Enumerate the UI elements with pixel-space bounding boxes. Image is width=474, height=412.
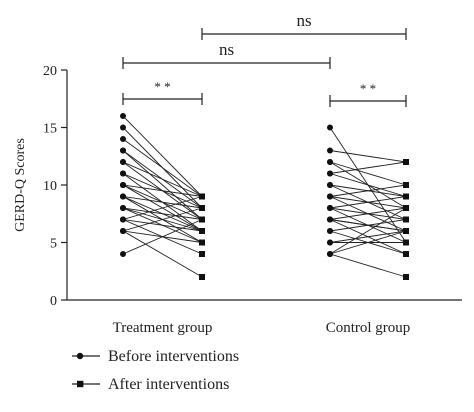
- pair-line: [122, 207, 203, 232]
- before-point: [120, 170, 126, 177]
- before-point: [120, 228, 126, 234]
- after-point: [199, 239, 205, 246]
- pair-line: [122, 138, 203, 197]
- legend-label: After interventions: [108, 376, 229, 393]
- pair-line: [329, 253, 407, 278]
- pair-line: [329, 173, 407, 197]
- pair-line: [329, 196, 407, 209]
- pair-line: [122, 219, 203, 255]
- significance-brackets: * * * * ns ns: [122, 11, 407, 107]
- pair-line: [122, 207, 203, 220]
- before-point: [120, 136, 126, 142]
- y-tick-label: 0: [50, 294, 57, 309]
- before-point: [120, 113, 126, 119]
- pair-line: [329, 161, 407, 174]
- pair-line: [329, 184, 407, 197]
- x-tick-label: Control group: [326, 320, 411, 336]
- pair-line: [329, 150, 407, 163]
- after-point: [403, 205, 409, 211]
- x-tick-label: Treatment group: [113, 320, 213, 336]
- after-point: [403, 159, 409, 165]
- after-point: [403, 274, 409, 280]
- before-point: [327, 205, 333, 211]
- after-point: [199, 216, 205, 223]
- significance-label: ns: [296, 11, 311, 30]
- after-point: [403, 182, 409, 188]
- after-point: [199, 228, 205, 234]
- y-axis-label: GERD-Q Scores: [13, 138, 28, 232]
- before-point: [327, 124, 333, 131]
- y-tick-label: 5: [50, 237, 57, 252]
- legend: Before interventions After interventions: [72, 348, 239, 393]
- y-tick-label: 10: [43, 179, 57, 194]
- significance-label: * *: [154, 79, 170, 94]
- pair-line: [329, 207, 407, 255]
- after-point: [403, 239, 409, 246]
- before-point: [120, 251, 126, 257]
- before-point: [327, 193, 333, 200]
- before-point: [120, 182, 126, 188]
- legend-square-marker: [77, 380, 84, 388]
- significance-label: * *: [360, 81, 376, 96]
- after-point: [403, 228, 409, 234]
- before-point: [327, 170, 333, 177]
- y-ticks: 0 5 10 15 20: [43, 64, 67, 309]
- before-point: [120, 216, 126, 223]
- pair-line: [329, 230, 407, 243]
- pair-line: [329, 161, 407, 186]
- pair-line: [122, 230, 203, 278]
- pair-lines: [122, 115, 407, 278]
- pair-line: [122, 196, 203, 209]
- after-point: [199, 205, 205, 211]
- pair-line: [122, 115, 203, 197]
- pair-line: [122, 161, 203, 197]
- after-point: [199, 274, 205, 280]
- before-point: [327, 159, 333, 165]
- before-point: [120, 124, 126, 131]
- pair-line: [122, 196, 203, 220]
- before-point: [327, 251, 333, 257]
- x-tick-labels: Treatment group Control group: [113, 320, 411, 336]
- before-point: [120, 205, 126, 211]
- before-point: [120, 193, 126, 200]
- after-point: [199, 193, 205, 200]
- before-point: [327, 182, 333, 188]
- before-point: [327, 147, 333, 154]
- after-point: [199, 251, 205, 257]
- pair-line: [329, 207, 407, 220]
- legend-circle-marker: [76, 352, 84, 360]
- markers: [120, 113, 409, 280]
- significance-label: ns: [219, 40, 234, 59]
- pair-line: [329, 230, 407, 255]
- pair-line: [122, 184, 203, 197]
- pair-line: [329, 219, 407, 232]
- pair-line: [122, 150, 203, 220]
- after-point: [403, 216, 409, 223]
- after-point: [403, 251, 409, 257]
- before-point: [327, 216, 333, 223]
- before-point: [120, 159, 126, 165]
- after-point: [403, 193, 409, 200]
- pair-line: [122, 219, 203, 232]
- before-point: [327, 228, 333, 234]
- legend-label: Before interventions: [108, 348, 239, 365]
- before-point: [327, 239, 333, 246]
- before-point: [120, 147, 126, 154]
- y-tick-label: 15: [43, 122, 57, 137]
- axes: 0 5 10 15 20 GERD-Q Scores Treatment group Co…: [13, 64, 462, 336]
- y-tick-label: 20: [43, 64, 57, 79]
